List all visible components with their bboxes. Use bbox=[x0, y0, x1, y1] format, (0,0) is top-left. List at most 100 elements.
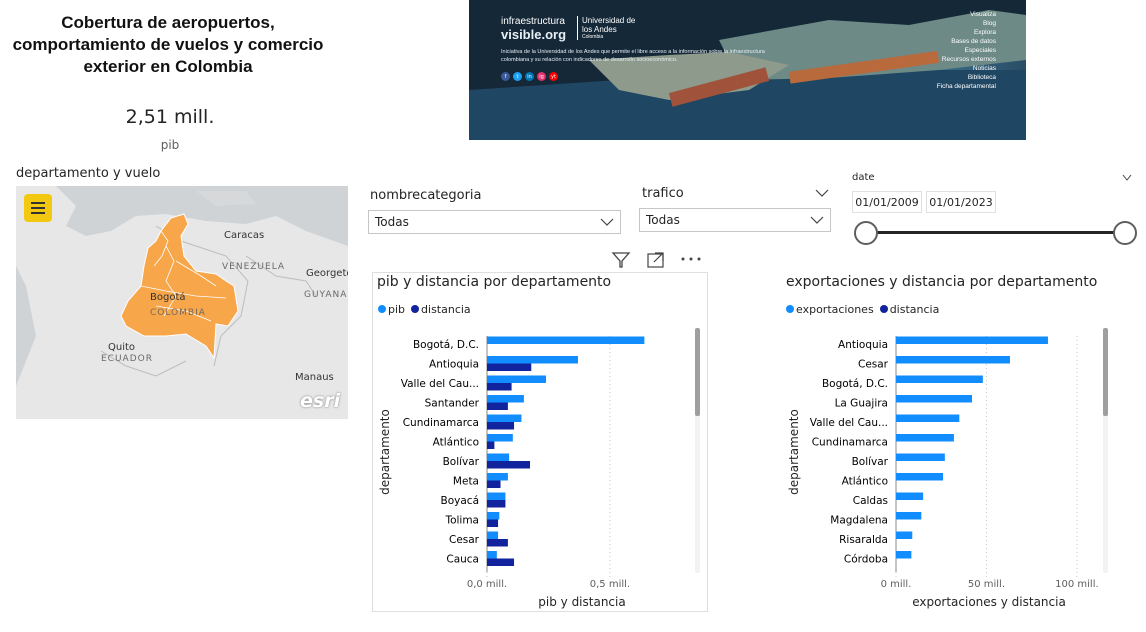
chart-pib-distancia[interactable]: 0,0 mill. 0,5 mill. Bogotá, D.C. Antioquia V… bbox=[373, 320, 707, 612]
banner-menu-item[interactable]: Visualiza bbox=[970, 11, 996, 18]
bar-pib[interactable] bbox=[487, 531, 499, 540]
banner-menu-item[interactable]: Ficha departamental bbox=[936, 83, 996, 90]
date-slider-end-handle[interactable] bbox=[1113, 221, 1137, 245]
banner-description: Iniciativa de la Universidad de los Ande… bbox=[501, 49, 765, 63]
logo-line-2: visible.org bbox=[501, 27, 567, 42]
bar-pib[interactable] bbox=[487, 356, 578, 364]
trafico-dropdown[interactable]: Todas bbox=[639, 208, 831, 232]
chart-title: pib y distancia por departamento bbox=[377, 274, 612, 290]
chevron-down-icon[interactable] bbox=[815, 188, 829, 198]
legend-dot-icon bbox=[411, 305, 420, 313]
chart-pib-frame[interactable] bbox=[372, 272, 708, 612]
category-label: Bolívar bbox=[443, 456, 480, 468]
social-icon[interactable]: yt bbox=[549, 72, 558, 81]
bar-pib[interactable] bbox=[487, 336, 645, 345]
category-label: Valle del Cau... bbox=[401, 378, 479, 390]
bar-pib[interactable] bbox=[487, 492, 506, 501]
banner-menu-item[interactable]: Noticias bbox=[972, 65, 996, 72]
bar-pib[interactable] bbox=[487, 473, 508, 481]
bar-distancia[interactable] bbox=[487, 519, 499, 528]
bar-exportaciones[interactable] bbox=[896, 512, 922, 520]
bar-distancia[interactable] bbox=[487, 461, 531, 469]
x-tick-label: 100 mill. bbox=[1055, 579, 1099, 590]
bar-exportaciones[interactable] bbox=[896, 551, 912, 559]
category-label: Bogotá, D.C. bbox=[822, 378, 888, 390]
bar-pib[interactable] bbox=[487, 512, 500, 520]
map-place: Manaus bbox=[295, 372, 334, 383]
bar-exportaciones[interactable] bbox=[896, 473, 944, 481]
chart-exportaciones-distancia[interactable]: 0 mill. 50 mill. 100 mill. Antioquia Cesar Bo… bbox=[782, 320, 1122, 612]
bar-pib[interactable] bbox=[487, 453, 510, 462]
bar-pib[interactable] bbox=[487, 551, 497, 559]
bar-exportaciones[interactable] bbox=[896, 395, 972, 403]
map-place: COLOMBIA bbox=[150, 308, 206, 318]
kpi-value: 2,51 mill. bbox=[125, 106, 215, 128]
social-icon[interactable]: t bbox=[513, 72, 522, 81]
filter-icon[interactable] bbox=[611, 250, 631, 270]
scrollbar-thumb[interactable] bbox=[1103, 328, 1108, 416]
bar-distancia[interactable] bbox=[487, 363, 532, 372]
filter-label-trafico: trafico bbox=[642, 186, 684, 201]
bar-exportaciones[interactable] bbox=[896, 336, 1048, 345]
category-label: Caldas bbox=[853, 495, 888, 507]
map-place: Georgeto bbox=[306, 268, 348, 279]
category-label: Santander bbox=[425, 398, 480, 410]
bar-distancia[interactable] bbox=[487, 558, 515, 567]
legend-item[interactable]: distancia bbox=[879, 303, 939, 316]
hamburger-icon[interactable] bbox=[24, 194, 52, 222]
bar-exportaciones[interactable] bbox=[896, 492, 924, 501]
category-label: Antioquia bbox=[838, 339, 888, 351]
social-icon[interactable]: f bbox=[501, 72, 510, 81]
date-slider-start-handle[interactable] bbox=[854, 221, 878, 245]
page-title: Cobertura de aeropuertos, comportamiento… bbox=[12, 13, 324, 76]
social-icons: f t in ig yt bbox=[501, 72, 558, 81]
category-label: Bogotá, D.C. bbox=[413, 339, 479, 351]
bar-exportaciones[interactable] bbox=[896, 434, 954, 442]
date-end-input[interactable]: 01/01/2023 bbox=[926, 191, 996, 213]
bar-exportaciones[interactable] bbox=[896, 531, 913, 540]
bar-distancia[interactable] bbox=[487, 422, 515, 430]
banner-image[interactable]: infraestructura visible.org Universidad … bbox=[469, 0, 1026, 140]
banner-menu-item[interactable]: Biblioteca bbox=[967, 74, 996, 81]
banner-menu-item[interactable]: Bases de datos bbox=[951, 38, 996, 45]
bar-distancia[interactable] bbox=[487, 383, 512, 391]
bar-distancia[interactable] bbox=[487, 402, 508, 411]
bar-distancia[interactable] bbox=[487, 441, 495, 450]
colombia-shape[interactable] bbox=[120, 213, 239, 360]
legend-dot-icon bbox=[879, 305, 888, 313]
bar-pib[interactable] bbox=[487, 414, 522, 423]
bar-pib[interactable] bbox=[487, 375, 547, 384]
chevron-down-icon bbox=[600, 218, 614, 226]
bar-exportaciones[interactable] bbox=[896, 356, 1010, 364]
bar-exportaciones[interactable] bbox=[896, 375, 983, 384]
banner-menu-item[interactable]: Recursos externos bbox=[941, 56, 996, 63]
bar-distancia[interactable] bbox=[487, 500, 506, 508]
scrollbar-thumb[interactable] bbox=[695, 328, 700, 416]
banner-menu-item[interactable]: Especiales bbox=[964, 47, 996, 54]
focus-mode-icon[interactable] bbox=[646, 250, 666, 270]
bar-distancia[interactable] bbox=[487, 539, 508, 547]
bar-distancia[interactable] bbox=[487, 480, 501, 489]
banner-menu-item[interactable]: Explora bbox=[973, 29, 996, 36]
chevron-down-icon[interactable] bbox=[1122, 174, 1132, 182]
legend-item[interactable]: pib bbox=[378, 303, 405, 316]
map-visual[interactable]: Caracas VENEZUELA Georgeto GUYANA Bogotá… bbox=[16, 186, 348, 419]
legend-item[interactable]: distancia bbox=[411, 303, 471, 316]
bar-pib[interactable] bbox=[487, 434, 513, 442]
date-slider-track[interactable] bbox=[866, 231, 1125, 234]
x-tick-label: 0,5 mill. bbox=[590, 579, 630, 590]
nombrecategoria-dropdown[interactable]: Todas bbox=[368, 210, 621, 234]
social-icon[interactable]: ig bbox=[537, 72, 546, 81]
banner-menu-item[interactable]: Blog bbox=[982, 20, 996, 27]
social-icon[interactable]: in bbox=[525, 72, 534, 81]
date-start-input[interactable]: 01/01/2009 bbox=[852, 191, 922, 213]
more-options-icon[interactable] bbox=[680, 255, 702, 263]
category-label: Meta bbox=[453, 476, 479, 488]
bar-pib[interactable] bbox=[487, 395, 524, 403]
map-canvas[interactable] bbox=[16, 186, 348, 419]
legend-item[interactable]: exportaciones bbox=[786, 303, 874, 316]
logo-line-1: infraestructura bbox=[501, 16, 565, 27]
category-label: Atlántico bbox=[842, 476, 888, 488]
bar-exportaciones[interactable] bbox=[896, 414, 960, 423]
bar-exportaciones[interactable] bbox=[896, 453, 945, 462]
